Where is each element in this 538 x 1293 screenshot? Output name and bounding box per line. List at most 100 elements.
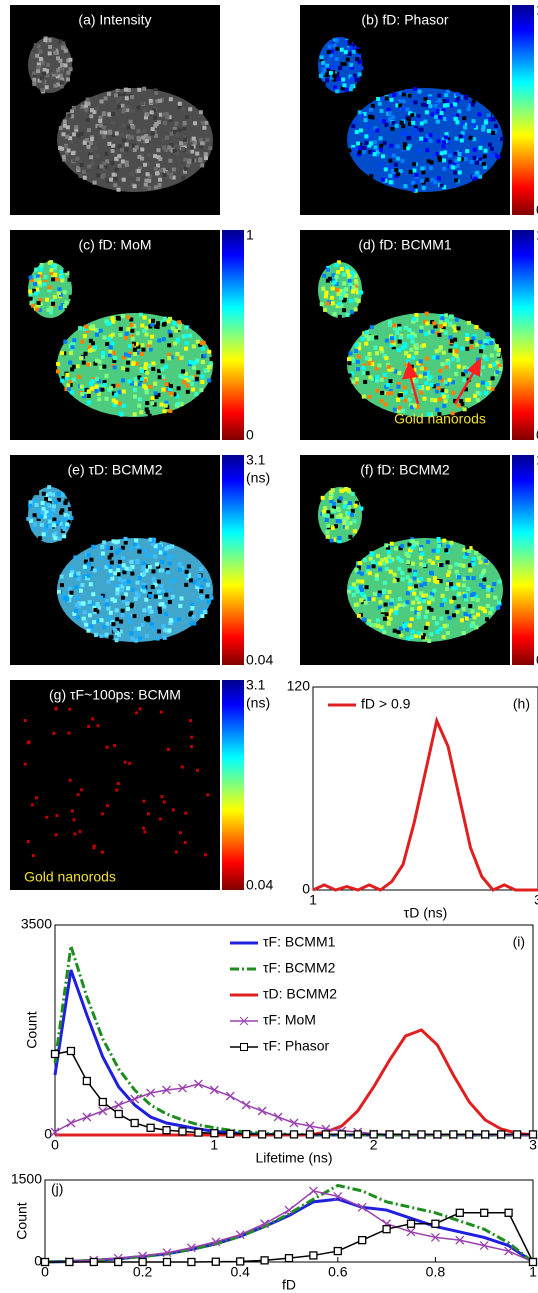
pixel <box>167 561 172 566</box>
pixel <box>453 102 458 107</box>
pixel <box>168 621 173 626</box>
pixel <box>151 626 156 631</box>
pixel <box>475 342 480 347</box>
nanorod <box>159 710 163 714</box>
pixel <box>102 382 107 387</box>
pixel <box>478 560 483 565</box>
pixel <box>419 366 424 371</box>
pixel <box>451 165 456 170</box>
pixel <box>428 94 433 99</box>
marker <box>146 1088 156 1098</box>
pixel <box>405 359 410 364</box>
pixel <box>331 505 336 510</box>
pixel <box>61 155 66 160</box>
pixel <box>453 337 458 342</box>
pixel <box>51 47 56 52</box>
pixel <box>180 375 185 380</box>
pixel <box>405 627 410 632</box>
pixel <box>118 326 123 331</box>
pixel <box>165 115 170 120</box>
panel-label: (j) <box>51 1181 63 1197</box>
pixel <box>462 134 467 139</box>
marker <box>209 1085 219 1095</box>
pixel <box>423 371 428 376</box>
pixel <box>38 536 43 541</box>
pixel <box>164 111 169 116</box>
marker <box>257 1130 267 1139</box>
pixel <box>325 63 330 68</box>
pixel <box>124 566 129 571</box>
pixel <box>200 163 205 168</box>
pixel <box>130 135 135 140</box>
pixel <box>375 351 380 356</box>
pixel <box>33 43 38 48</box>
pixel <box>363 379 368 384</box>
pixel <box>59 269 64 274</box>
pixel <box>452 352 457 357</box>
pixel <box>51 273 56 278</box>
nanorod <box>92 846 96 850</box>
pixel <box>383 178 388 183</box>
pixel <box>336 506 341 511</box>
pixel <box>419 178 424 183</box>
pixel <box>367 361 372 366</box>
pixel <box>42 71 47 76</box>
pixel <box>117 564 122 569</box>
pixel <box>426 539 431 544</box>
pixel <box>118 332 123 337</box>
pixel <box>428 138 433 143</box>
pixel <box>439 151 444 156</box>
pixel <box>430 320 435 325</box>
pixel <box>127 566 132 571</box>
pixel <box>104 632 109 637</box>
pixel <box>92 109 97 114</box>
pixel <box>398 101 403 106</box>
pixel <box>126 125 131 130</box>
pixel <box>477 555 482 560</box>
pixel <box>464 95 469 100</box>
pixel <box>173 341 178 346</box>
pixel <box>411 180 416 185</box>
pixel <box>123 352 128 357</box>
pixel <box>143 548 148 553</box>
pixel <box>202 607 207 612</box>
pixel <box>354 585 359 590</box>
pixel <box>448 335 453 340</box>
pixel <box>420 384 425 389</box>
pixel <box>115 550 120 555</box>
pixel <box>475 390 480 395</box>
pixel <box>46 62 51 67</box>
pixel <box>413 87 418 92</box>
pixel <box>32 81 37 86</box>
pixel <box>148 347 153 352</box>
x-axis-label: τD (ns) <box>404 905 448 921</box>
pixel <box>455 163 460 168</box>
pixel <box>183 157 188 162</box>
pixel <box>406 636 411 641</box>
panel-label: (i) <box>513 934 525 950</box>
pixel <box>347 273 352 278</box>
pixel <box>496 605 501 610</box>
pixel <box>324 78 329 83</box>
pixel <box>438 626 443 631</box>
pixel <box>117 577 122 582</box>
marker <box>50 1127 60 1137</box>
pixel <box>388 158 393 163</box>
pixel <box>394 168 399 173</box>
pixel <box>330 526 335 531</box>
pixel <box>357 53 362 58</box>
pixel <box>116 383 121 388</box>
pixel <box>362 112 367 117</box>
pixel <box>74 125 79 130</box>
pixel <box>109 552 114 557</box>
pixel <box>100 387 105 392</box>
pixel <box>108 545 113 550</box>
pixel <box>114 392 119 397</box>
pixel <box>168 333 173 338</box>
pixel <box>140 622 145 627</box>
pixel <box>391 115 396 120</box>
pixel <box>158 592 163 597</box>
pixel <box>342 298 347 303</box>
nanorod <box>72 818 76 822</box>
pixel <box>39 514 44 519</box>
